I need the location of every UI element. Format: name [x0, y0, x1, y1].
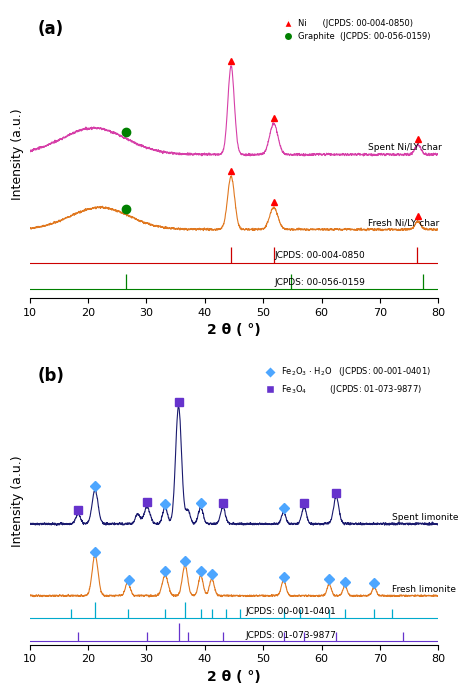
Text: JCPDS: 00-056-0159: JCPDS: 00-056-0159: [275, 278, 366, 287]
Text: (b): (b): [38, 366, 65, 384]
Text: JCPDS: 01-073-9877: JCPDS: 01-073-9877: [246, 631, 337, 640]
Y-axis label: Intensity (a.u.): Intensity (a.u.): [11, 108, 24, 200]
Text: Fresh limonite: Fresh limonite: [392, 585, 456, 594]
Text: Spent Ni/LY char: Spent Ni/LY char: [368, 143, 442, 152]
X-axis label: 2 θ ( °): 2 θ ( °): [207, 670, 261, 684]
X-axis label: 2 θ ( °): 2 θ ( °): [207, 323, 261, 337]
Legend: Ni      (JCPDS: 00-004-0850), Graphite  (JCPDS: 00-056-0159): Ni (JCPDS: 00-004-0850), Graphite (JCPDS…: [276, 15, 434, 44]
Text: JCPDS: 00-004-0850: JCPDS: 00-004-0850: [275, 252, 365, 261]
Text: (a): (a): [38, 19, 64, 38]
Text: Spent limonite: Spent limonite: [392, 513, 458, 522]
Text: Fresh Ni/LY char: Fresh Ni/LY char: [368, 218, 439, 227]
Y-axis label: Intensity (a.u.): Intensity (a.u.): [11, 455, 24, 547]
Text: JCPDS: 00-001-0401: JCPDS: 00-001-0401: [246, 607, 337, 616]
Legend: Fe$_2$O$_3$ $\cdot$ H$_2$O   (JCPDS: 00-001-0401), Fe$_3$O$_4$         (JCPDS: 0: Fe$_2$O$_3$ $\cdot$ H$_2$O (JCPDS: 00-00…: [258, 362, 434, 399]
